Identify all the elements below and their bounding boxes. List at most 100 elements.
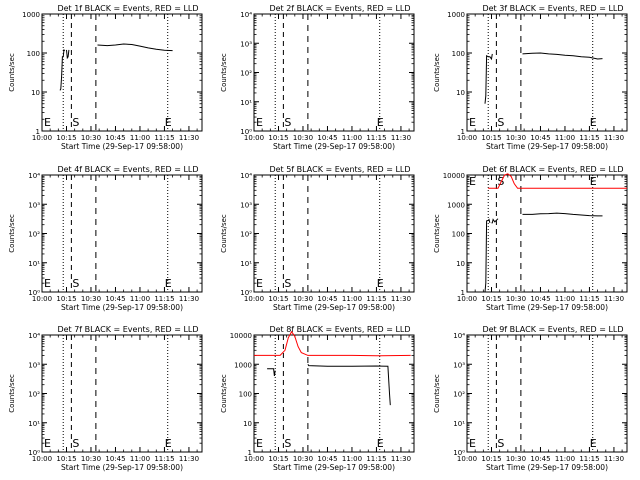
x-tick-label: 11:15 <box>366 134 386 142</box>
marker-s-label: S <box>284 277 291 290</box>
x-tick-label: 10:15 <box>56 295 76 303</box>
detector-panel-4: Det 4f BLACK = Events, RED = LLD 10⁰ 10¹ 10… <box>8 165 203 312</box>
x-tick-label: 11:30 <box>391 455 411 463</box>
y-tick-label: 1000 <box>234 361 252 369</box>
x-tick-label: 11:00 <box>555 134 575 142</box>
panel-title: Det 9f BLACK = Events, RED = LLD <box>482 325 623 334</box>
marker-e-label: E <box>165 437 172 450</box>
x-tick-label: 10:45 <box>530 295 550 303</box>
x-tick-label: 11:00 <box>130 134 150 142</box>
x-tick-label: 10:00 <box>244 455 264 463</box>
x-axis-label: Start Time (29-Sep-17 09:58:00) <box>61 142 183 151</box>
x-tick-label: 11:15 <box>154 455 174 463</box>
x-tick-label: 10:45 <box>105 134 125 142</box>
x-tick-label: 10:45 <box>530 455 550 463</box>
marker-s-label: S <box>497 116 504 129</box>
events-series-line <box>522 212 603 217</box>
panel-title: Det 3f BLACK = Events, RED = LLD <box>482 4 623 13</box>
plot-frame <box>466 13 628 132</box>
x-tick-label: 11:15 <box>579 455 599 463</box>
y-tick-label: 10³ <box>28 361 40 369</box>
x-tick-label: 10:45 <box>317 455 337 463</box>
y-tick-label: 10⁴ <box>240 172 252 180</box>
marker-e-label: E <box>590 437 597 450</box>
x-tick-label: 10:00 <box>244 134 264 142</box>
x-tick-label: 11:30 <box>604 455 624 463</box>
x-tick-label: 10:30 <box>81 134 101 142</box>
y-axis-label: Counts/sec <box>8 53 16 92</box>
x-tick-label: 11:30 <box>604 295 624 303</box>
y-axis-label: Counts/sec <box>433 374 441 413</box>
marker-e-label: E <box>377 437 384 450</box>
y-tick-label: 1 <box>36 128 40 136</box>
events-series-line <box>491 218 499 224</box>
y-tick-label: 10⁴ <box>240 11 252 19</box>
x-tick-label: 11:30 <box>179 295 199 303</box>
panel-title: Det 2f BLACK = Events, RED = LLD <box>269 4 410 13</box>
x-tick-label: 11:15 <box>579 295 599 303</box>
y-tick-label: 10³ <box>453 361 465 369</box>
panel-title: Det 8f BLACK = Events, RED = LLD <box>269 325 410 334</box>
y-axis-label: Counts/sec <box>220 53 228 92</box>
x-tick-label: 10:45 <box>105 455 125 463</box>
panel-title: Det 6f BLACK = Events, RED = LLD <box>482 165 623 174</box>
events-series-line <box>66 49 70 60</box>
x-axis-label: Start Time (29-Sep-17 09:58:00) <box>61 463 183 472</box>
x-tick-label: 10:00 <box>32 455 52 463</box>
detector-panel-1: Det 1f BLACK = Events, RED = LLD 1 10 100 10… <box>8 4 203 151</box>
x-tick-label: 10:00 <box>457 295 477 303</box>
x-tick-label: 10:45 <box>530 134 550 142</box>
y-tick-label: 10000 <box>443 172 465 180</box>
plot-frame <box>466 334 628 453</box>
y-tick-label: 10¹ <box>240 99 252 107</box>
x-tick-label: 10:30 <box>506 295 526 303</box>
marker-e-label: E <box>377 277 384 290</box>
y-tick-label: 10⁰ <box>28 289 40 297</box>
marker-s-label: S <box>72 437 79 450</box>
y-tick-label: 10 <box>456 89 465 97</box>
plot-frame <box>41 334 203 453</box>
x-tick-label: 10:30 <box>293 134 313 142</box>
detector-panel-3: Det 3f BLACK = Events, RED = LLD 1 10 100 10… <box>433 4 628 151</box>
events-series-line <box>97 43 173 52</box>
marker-e-label: E <box>590 175 597 188</box>
x-tick-label: 10:00 <box>244 295 264 303</box>
x-tick-label: 10:15 <box>56 455 76 463</box>
lld-series-line <box>488 173 627 189</box>
events-series-line <box>307 364 391 406</box>
y-tick-label: 1000 <box>22 11 40 19</box>
marker-s-label: S <box>72 277 79 290</box>
y-axis-label: Counts/sec <box>8 374 16 413</box>
events-series-line <box>59 48 66 91</box>
plot-frame <box>253 13 415 132</box>
x-tick-label: 10:30 <box>81 455 101 463</box>
marker-s-label: S <box>497 437 504 450</box>
detector-panel-2: Det 2f BLACK = Events, RED = LLD 10⁰ 10¹ 10… <box>220 4 415 151</box>
y-tick-label: 10¹ <box>28 420 40 428</box>
y-axis-label: Counts/sec <box>220 374 228 413</box>
plot-frame <box>41 174 203 293</box>
detector-panel-5: Det 5f BLACK = Events, RED = LLD 10⁰ 10¹ 10… <box>220 165 415 312</box>
y-tick-label: 10⁰ <box>453 449 465 457</box>
x-axis-label: Start Time (29-Sep-17 09:58:00) <box>486 303 608 312</box>
x-tick-label: 10:15 <box>481 134 501 142</box>
x-tick-label: 11:00 <box>342 134 362 142</box>
x-tick-label: 11:15 <box>366 455 386 463</box>
x-tick-label: 10:45 <box>317 134 337 142</box>
x-tick-label: 11:30 <box>391 295 411 303</box>
y-tick-label: 10² <box>28 231 40 239</box>
x-axis-label: Start Time (29-Sep-17 09:58:00) <box>486 463 608 472</box>
detector-panel-9: Det 9f BLACK = Events, RED = LLD 10⁰ 10¹ 10… <box>433 325 628 472</box>
x-tick-label: 11:00 <box>130 455 150 463</box>
marker-e-label: E <box>256 116 263 129</box>
x-tick-label: 11:00 <box>130 295 150 303</box>
marker-e-label: E <box>590 116 597 129</box>
x-tick-label: 11:15 <box>579 134 599 142</box>
y-tick-label: 10000 <box>230 332 252 340</box>
plot-frame <box>41 13 203 132</box>
marker-e-label: E <box>165 277 172 290</box>
x-tick-label: 10:00 <box>32 295 52 303</box>
marker-s-label: S <box>284 116 291 129</box>
y-axis-label: Counts/sec <box>8 214 16 253</box>
